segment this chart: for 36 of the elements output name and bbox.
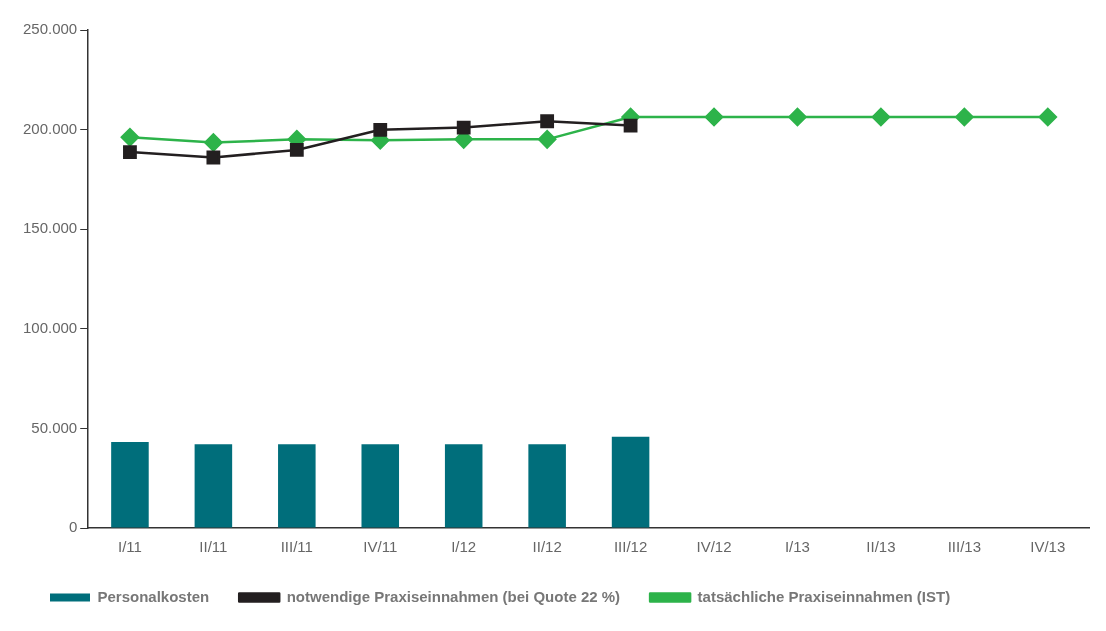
point	[540, 114, 555, 129]
x-tick-label: III/13	[947, 538, 982, 556]
point	[120, 127, 140, 147]
y-tick-label: 50.000	[31, 418, 78, 436]
x-tick-label: I/12	[451, 538, 477, 556]
x-tick-label: III/12	[613, 538, 648, 556]
y-tick-label: 150.000	[22, 219, 78, 237]
point	[1038, 107, 1058, 127]
x-tick-label: II/11	[199, 538, 228, 556]
point	[537, 130, 557, 149]
point	[289, 143, 304, 157]
x-tick-label: I/13	[784, 538, 810, 556]
y-tick-label: 200.000	[22, 119, 78, 137]
x-tick-label: II/12	[532, 538, 562, 556]
x-tick-label: IV/12	[696, 538, 732, 556]
point	[955, 107, 974, 127]
point	[373, 122, 388, 137]
point	[788, 107, 807, 127]
x-tick-label: IV/13	[1030, 538, 1066, 556]
point	[204, 133, 223, 152]
legend-label: notwendige Praxiseinnahmen (bei Quote 22 %)	[286, 587, 621, 605]
legend-label: Personalkosten	[97, 587, 210, 605]
point	[123, 145, 137, 160]
point	[871, 107, 891, 127]
x-tick-label: III/11	[280, 538, 313, 556]
point	[704, 107, 724, 127]
legend-label: tatsächliche Praxiseinnahmen (IST)	[697, 587, 951, 605]
x-tick-label: I/11	[117, 538, 142, 556]
y-tick-label: 100.000	[22, 318, 78, 336]
x-tick-label: IV/11	[363, 538, 398, 556]
point	[456, 120, 471, 135]
y-tick-label: 0	[68, 518, 78, 536]
y-tick-label: 250.000	[22, 20, 78, 38]
point	[206, 150, 221, 165]
point	[623, 118, 638, 133]
x-tick-label: II/13	[866, 538, 896, 556]
